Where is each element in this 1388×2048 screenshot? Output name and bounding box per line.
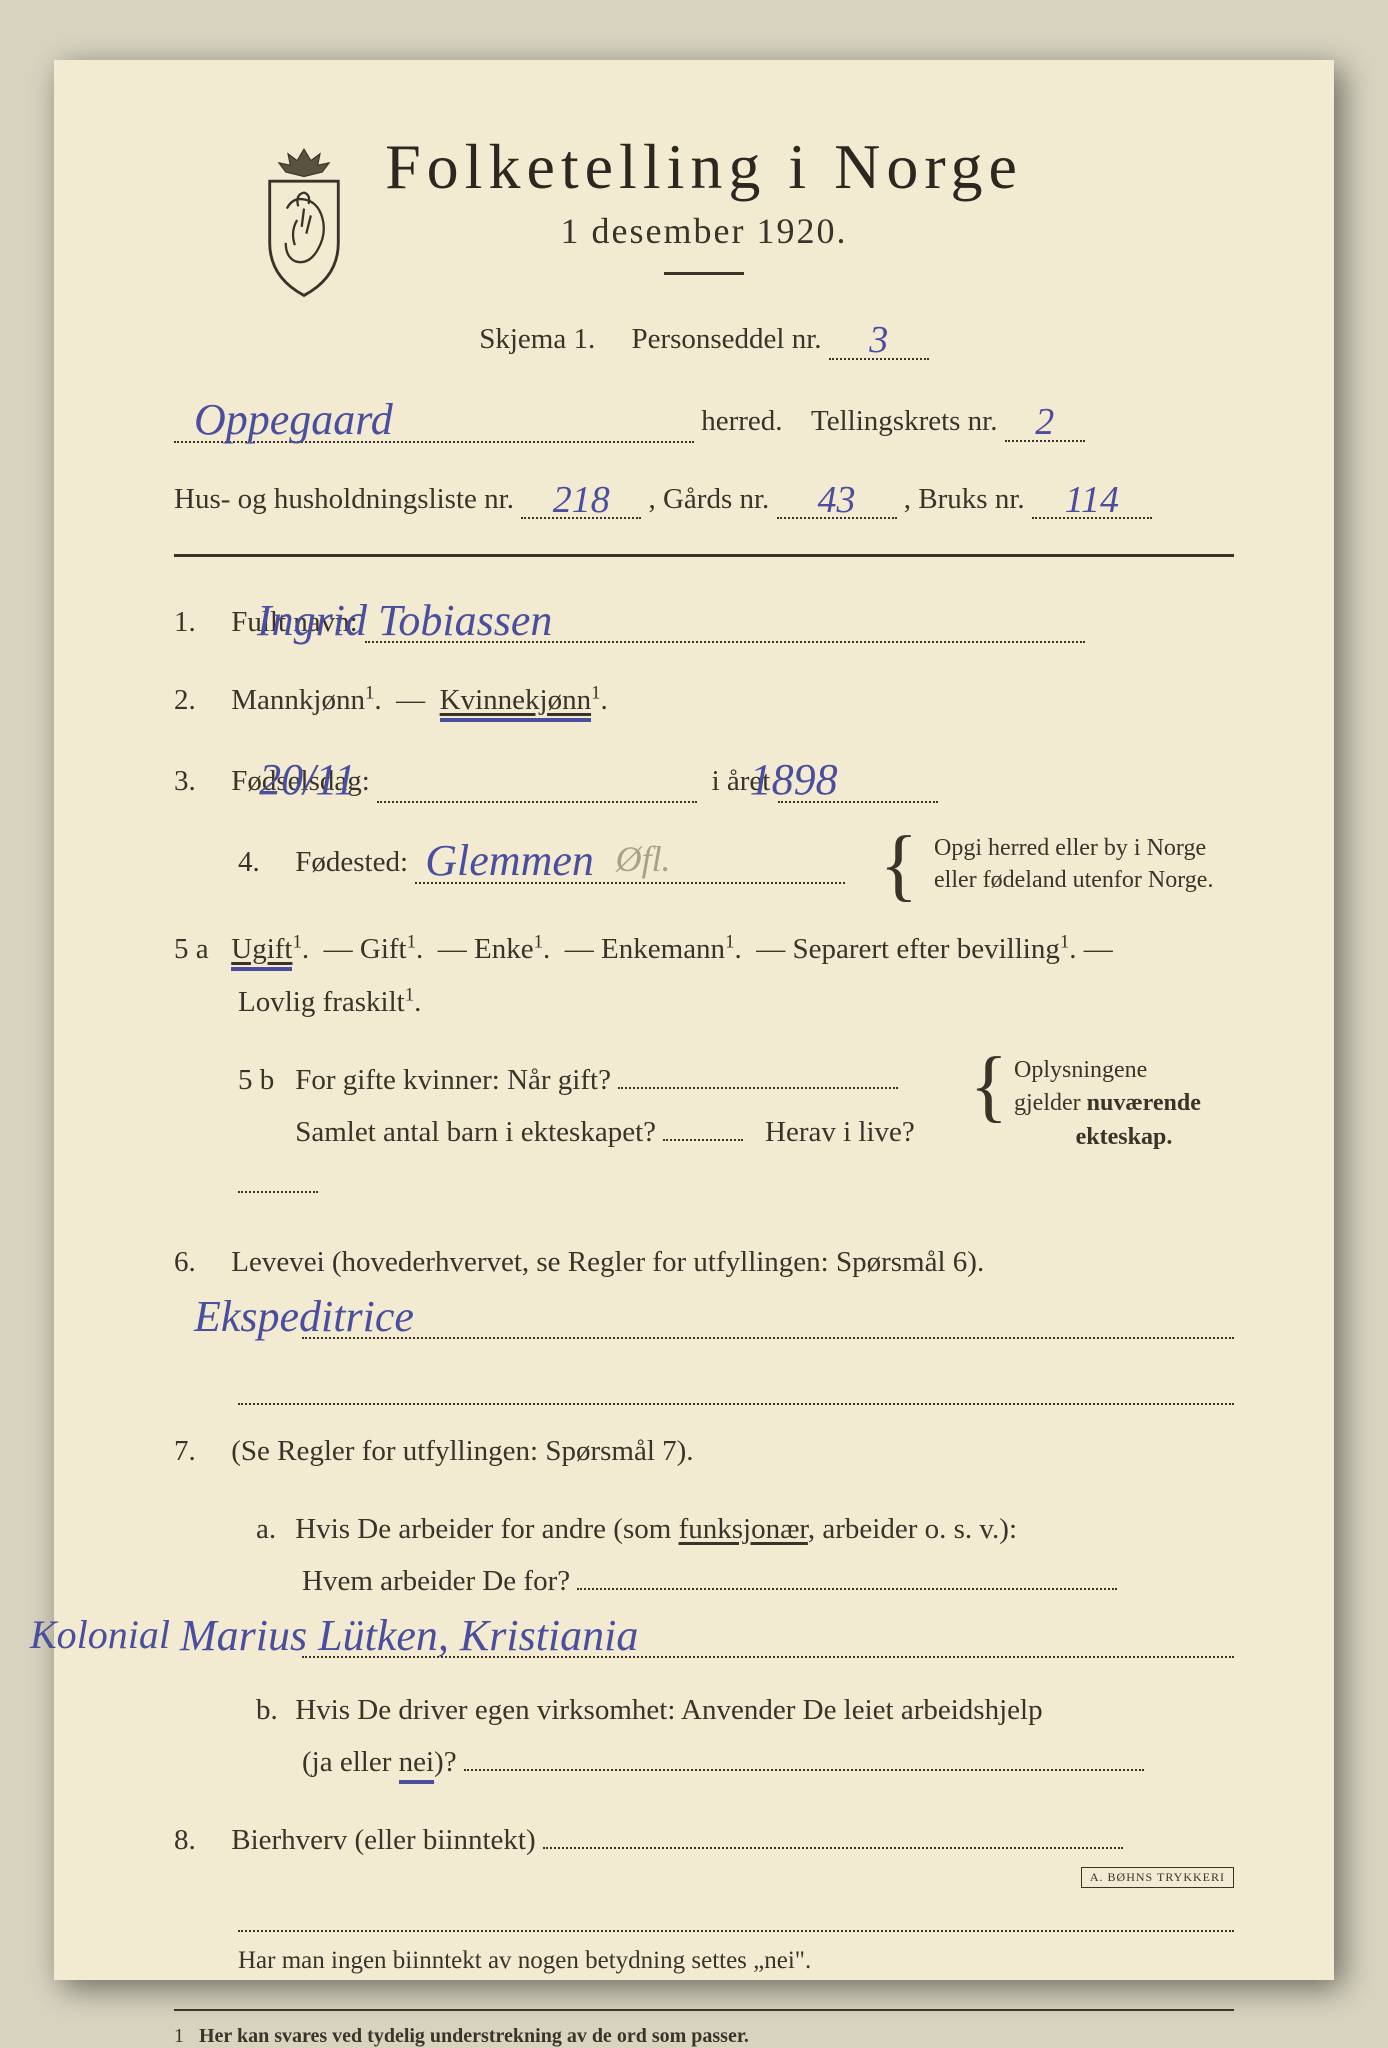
q4-num: 4. — [238, 836, 288, 888]
q7b-label2: (ja eller — [302, 1746, 399, 1778]
q8-num: 8. — [174, 1814, 224, 1866]
q7-label: (Se Regler for utfyllingen: Spørsmål 7). — [231, 1435, 693, 1467]
q2-num: 2. — [174, 674, 224, 726]
bruks-label: , Bruks nr. — [904, 483, 1025, 515]
q5a-separert: Separert efter bevilling — [792, 933, 1059, 965]
q8-label: Bierhverv (eller biinntekt) — [231, 1824, 535, 1856]
footnote-divider — [174, 2009, 1234, 2011]
q8-note: Har man ingen biinntekt av nogen betydni… — [174, 1938, 1234, 1983]
personseddel-nr: 3 — [869, 320, 888, 362]
q5a-num: 5 a — [174, 923, 224, 975]
herred-label: herred. — [701, 405, 782, 437]
brace-icon: { — [880, 833, 918, 897]
q8-row: 8. Bierhverv (eller biinntekt) — [174, 1814, 1234, 1866]
q5a-enke: Enke — [474, 933, 534, 965]
q5b-side-note: Oplysningene gjelder nuværende ekteskap. — [1014, 1054, 1234, 1155]
schema-line: Skjema 1. Personseddel nr. 3 — [174, 315, 1234, 364]
main-divider — [174, 554, 1234, 557]
q6-num: 6. — [174, 1236, 224, 1288]
q4-label: Fødested: — [295, 846, 408, 878]
brace-icon-2: { — [970, 1054, 1008, 1118]
title-divider — [664, 272, 744, 275]
q2-row: 2. Mannkjønn1. — Kvinnekjønn1. — [174, 674, 1234, 726]
q2-female-selected: Kvinnekjønn — [440, 684, 591, 722]
personseddel-label: Personseddel nr. — [631, 323, 821, 355]
q7-row: 7. (Se Regler for utfyllingen: Spørsmål … — [174, 1425, 1234, 1477]
hus-list-label: Hus- og husholdningsliste nr. — [174, 483, 514, 515]
q7b-nei-selected: nei — [399, 1746, 434, 1784]
q5a-fraskilt: Lovlig fraskilt — [238, 986, 405, 1018]
q3-row: 3. Fødselsdag: 20/11 i året 1898 — [174, 752, 1234, 807]
gards-nr: 43 — [818, 480, 856, 522]
q3-day: 20/11 — [323, 756, 356, 804]
tellingskrets-nr: 2 — [1035, 402, 1054, 444]
q7b-label1: Hvis De driver egen virksomhet: Anvender… — [295, 1694, 1042, 1726]
q7a-margin-note: Kolonial — [94, 1599, 170, 1671]
census-form-card: Folketelling i Norge 1 desember 1920. Sk… — [54, 60, 1334, 1980]
q7a-value: Marius Lütken, Kristiania — [244, 1612, 638, 1660]
q6-row: 6. Levevei (hovederhvervet, se Regler fo… — [174, 1236, 1234, 1339]
footnote-text: Her kan svares ved tydelig understreknin… — [199, 2025, 749, 2047]
q4-pencil-note: Øfl. — [616, 839, 671, 879]
hus-line: Hus- og husholdningsliste nr. 218 , Gård… — [174, 475, 1234, 524]
footnote-marker: 1 — [174, 2025, 184, 2047]
q7b-num: b. — [238, 1684, 288, 1736]
q5a-row: 5 a Ugift1. — Gift1. — Enke1. — Enkemann… — [174, 923, 1234, 1027]
q5b-label1: For gifte kvinner: Når gift? — [295, 1064, 611, 1096]
q5a-gift: Gift — [360, 933, 407, 965]
q3-year: 1898 — [814, 756, 838, 804]
schema-label: Skjema 1. — [479, 323, 595, 355]
q5b-row: 5 b For gifte kvinner: Når gift? Samlet … — [174, 1054, 1234, 1211]
q6-blank-line — [238, 1365, 1234, 1405]
q5a-enkemann: Enkemann — [601, 933, 725, 965]
bruks-nr: 114 — [1065, 480, 1119, 522]
q4-side-note: Opgi herred eller by i Norge eller fødel… — [934, 833, 1234, 895]
q1-num: 1. — [174, 596, 224, 648]
q8-blank-line — [238, 1892, 1234, 1932]
herred-value: Oppegaard — [194, 396, 393, 444]
q7a-num: a. — [238, 1503, 288, 1555]
q7b-row: b. Hvis De driver egen virksomhet: Anven… — [174, 1684, 1234, 1788]
q5b-label2: Samlet antal barn i ekteskapet? — [295, 1116, 656, 1148]
q7a-label2: Hvem arbeider De for? — [302, 1565, 570, 1597]
q5b-label3: Herav i live? — [765, 1116, 915, 1148]
tellingskrets-label: Tellingskrets nr. — [811, 405, 997, 437]
coat-of-arms-icon — [244, 140, 364, 300]
q4-row: 4. Fødested: Glemmen Øfl. { Opgi herred … — [174, 833, 1234, 897]
q7a-funksjonar: funksjonær — [679, 1513, 808, 1545]
hus-list-nr: 218 — [553, 480, 610, 522]
q5b-num: 5 b — [238, 1054, 288, 1106]
q6-value: Ekspeditrice — [258, 1293, 414, 1341]
gards-label: , Gårds nr. — [648, 483, 769, 515]
printer-mark: A. BØHNS TRYKKERI — [1081, 1867, 1234, 1888]
herred-line: Oppegaard herred. Tellingskrets nr. 2 — [174, 392, 1234, 446]
q7a-row: Kolonial a. Hvis De arbeider for andre (… — [174, 1503, 1234, 1658]
q5a-ugift-selected: Ugift — [231, 933, 292, 971]
q7a-label1: Hvis De arbeider for andre (som — [295, 1513, 678, 1545]
q2-male: Mannkjønn1. — [231, 684, 381, 716]
q6-label: Levevei (hovederhvervet, se Regler for u… — [231, 1246, 984, 1278]
q1-value: Ingrid Tobiassen — [321, 597, 552, 645]
form-header: Folketelling i Norge 1 desember 1920. — [174, 130, 1234, 275]
q1-row: 1. Fullt navn: Ingrid Tobiassen — [174, 593, 1234, 648]
q7-num: 7. — [174, 1425, 224, 1477]
q4-value: Glemmen — [425, 837, 594, 885]
q3-num: 3. — [174, 755, 224, 807]
footnote: 1 Her kan svares ved tydelig understrekn… — [174, 2025, 1234, 2048]
